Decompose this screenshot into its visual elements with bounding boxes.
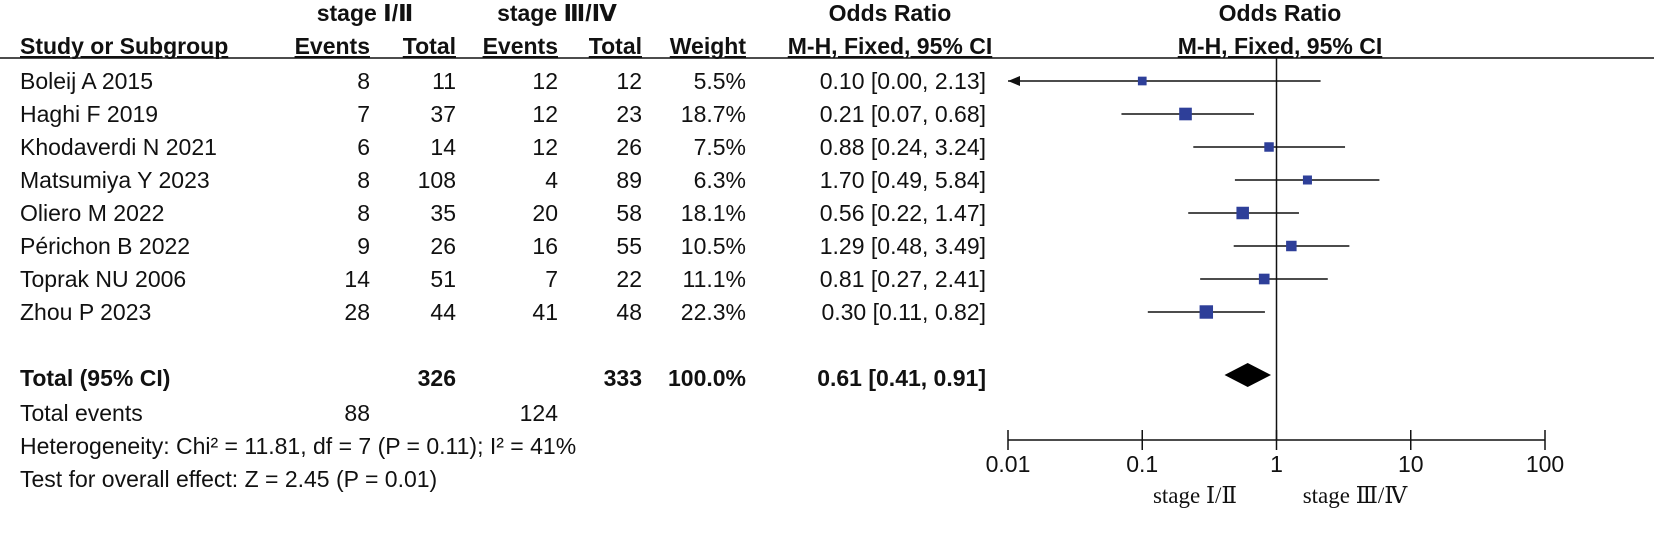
events2-cell: 41	[532, 299, 558, 325]
or-title-left: Odds Ratio	[828, 0, 952, 26]
total2-cell: 22	[616, 266, 642, 292]
events1-cell: 6	[357, 134, 370, 160]
weight-cell: 11.1%	[682, 266, 746, 292]
col-events1-header: Events	[294, 33, 370, 59]
total1-cell: 326	[417, 365, 456, 391]
events1-cell: 8	[357, 68, 370, 94]
col-study-header: Study or Subgroup	[20, 33, 229, 59]
events1-cell: 28	[344, 299, 370, 325]
total1-cell: 51	[430, 266, 456, 292]
x-tick-label: 0.1	[1126, 451, 1158, 477]
total1-cell: 108	[417, 167, 456, 193]
events2-cell: 12	[532, 134, 558, 160]
or-title-right: Odds Ratio	[1218, 0, 1342, 26]
total2-cell: 58	[616, 200, 642, 226]
weight-cell: 10.5%	[680, 233, 746, 259]
ci-arrow	[1008, 76, 1020, 86]
overall-effect-text: Test for overall effect: Z = 2.45 (P = 0…	[20, 466, 438, 492]
study-name: Zhou P 2023	[20, 299, 152, 325]
weight-cell: 18.1%	[680, 200, 746, 226]
study-name: Haghi F 2019	[20, 101, 159, 127]
x-tick-label: 0.01	[986, 451, 1031, 477]
xlabel-right: stage Ⅲ/Ⅳ	[1303, 483, 1409, 508]
total2-cell: 48	[616, 299, 642, 325]
events2-cell: 16	[532, 233, 558, 259]
col-total2-header: Total	[588, 33, 642, 59]
total-events1-cell: 88	[344, 400, 370, 426]
total-label: Total (95% CI)	[20, 365, 171, 391]
events2-cell: 12	[532, 101, 558, 127]
study-name: Boleij A 2015	[20, 68, 154, 94]
group1-header: stage Ⅰ/Ⅱ	[316, 0, 414, 26]
point-estimate	[1302, 175, 1312, 185]
total2-cell: 12	[616, 68, 642, 94]
events1-cell: 14	[344, 266, 370, 292]
point-estimate	[1286, 240, 1297, 252]
events2-cell: 12	[532, 68, 558, 94]
events1-cell: 8	[357, 167, 370, 193]
ci-cell: 0.10 [0.00, 2.13]	[819, 68, 986, 94]
col-weight-header: Weight	[669, 33, 746, 59]
total2-cell: 333	[603, 365, 642, 391]
total-weight-cell: 100.0%	[667, 365, 746, 391]
col-total1-header: Total	[402, 33, 456, 59]
study-name: Oliero M 2022	[20, 200, 165, 226]
weight-cell: 18.7%	[680, 101, 746, 127]
events1-cell: 9	[357, 233, 370, 259]
ci-cell: 0.88 [0.24, 3.24]	[819, 134, 986, 160]
total1-cell: 44	[430, 299, 456, 325]
ci-cell: 0.21 [0.07, 0.68]	[819, 101, 986, 127]
events2-cell: 7	[545, 266, 558, 292]
point-estimate	[1264, 142, 1274, 152]
xlabel-left: stage Ⅰ/Ⅱ	[1153, 483, 1237, 508]
events1-cell: 8	[357, 200, 370, 226]
total1-cell: 37	[430, 101, 456, 127]
x-tick-label: 10	[1398, 451, 1424, 477]
group2-header: stage Ⅲ/Ⅳ	[497, 0, 617, 26]
total-ci-cell: 0.61 [0.41, 0.91]	[817, 365, 986, 391]
heterogeneity-text: Heterogeneity: Chi² = 11.81, df = 7 (P =…	[20, 433, 577, 459]
ci-cell: 1.29 [0.48, 3.49]	[819, 233, 986, 259]
point-estimate	[1137, 76, 1147, 86]
study-name: Périchon B 2022	[20, 233, 191, 259]
weight-cell: 5.5%	[693, 68, 746, 94]
weight-cell: 6.3%	[693, 167, 746, 193]
pooled-diamond	[1224, 363, 1272, 387]
study-name: Matsumiya Y 2023	[20, 167, 210, 193]
point-estimate	[1258, 273, 1270, 285]
ci-cell: 0.56 [0.22, 1.47]	[819, 200, 986, 226]
total1-cell: 26	[430, 233, 456, 259]
study-name: Toprak NU 2006	[20, 266, 187, 292]
col-method-left-header: M-H, Fixed, 95% CI	[787, 33, 993, 59]
total1-cell: 14	[430, 134, 456, 160]
events2-cell: 4	[545, 167, 558, 193]
ci-cell: 0.30 [0.11, 0.82]	[821, 299, 986, 325]
point-estimate	[1179, 107, 1192, 121]
x-tick-label: 100	[1526, 451, 1564, 477]
x-tick-label: 1	[1270, 451, 1283, 477]
point-estimate	[1236, 206, 1249, 220]
total2-cell: 55	[616, 233, 642, 259]
total2-cell: 23	[616, 101, 642, 127]
events2-cell: 20	[532, 200, 558, 226]
total2-cell: 26	[616, 134, 642, 160]
total2-cell: 89	[616, 167, 642, 193]
study-name: Khodaverdi N 2021	[20, 134, 217, 160]
total-events-label: Total events	[20, 400, 143, 426]
total1-cell: 35	[430, 200, 456, 226]
total1-cell: 11	[432, 68, 456, 94]
total-events2-cell: 124	[519, 400, 558, 426]
col-method-right-header: M-H, Fixed, 95% CI	[1177, 33, 1383, 59]
ci-cell: 1.70 [0.49, 5.84]	[819, 167, 986, 193]
weight-cell: 22.3%	[680, 299, 746, 325]
ci-cell: 0.81 [0.27, 2.41]	[819, 266, 986, 292]
col-events2-header: Events	[482, 33, 558, 59]
events1-cell: 7	[357, 101, 370, 127]
weight-cell: 7.5%	[693, 134, 746, 160]
point-estimate	[1199, 305, 1214, 319]
